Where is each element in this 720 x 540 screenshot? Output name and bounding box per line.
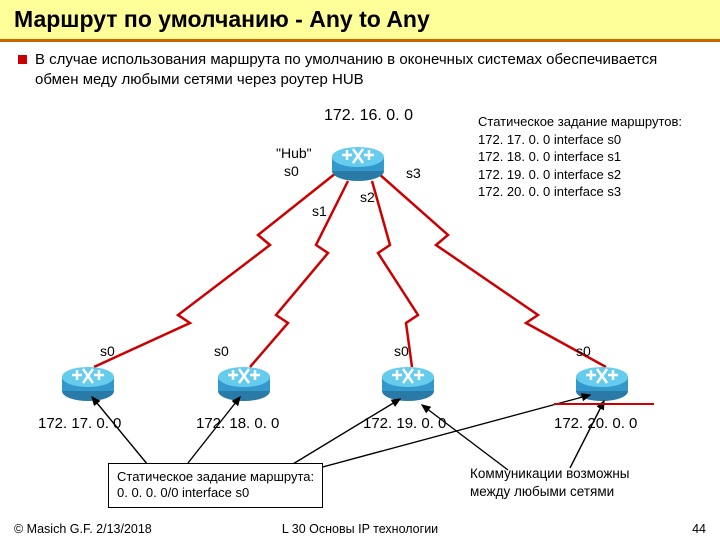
footer: © Masich G.F. 2/13/2018 L 30 Основы IP т… bbox=[0, 522, 720, 536]
spoke3-underline bbox=[554, 403, 654, 405]
spoke2-if: s0 bbox=[394, 343, 409, 359]
static-route-box: Статическое задание маршрута: 0. 0. 0. 0… bbox=[108, 463, 323, 508]
content: В случае использования маршрута по умолч… bbox=[0, 42, 720, 495]
static-line-1: 0. 0. 0. 0/0 interface s0 bbox=[117, 485, 314, 501]
bullet-icon bbox=[18, 55, 27, 64]
comm-box: Коммуникации возможны между любыми сетям… bbox=[470, 465, 630, 500]
if-s3: s3 bbox=[406, 165, 421, 181]
network-diagram: 172. 16. 0. 0 "Hub" s0 s1 s2 s3 s0 s0 s0… bbox=[18, 95, 702, 495]
route-0: 172. 17. 0. 0 interface s0 bbox=[478, 131, 698, 149]
hub-if-s0: s0 bbox=[284, 163, 299, 179]
title-bar: Маршрут по умолчанию - Any to Any bbox=[0, 0, 720, 42]
spoke1-if: s0 bbox=[214, 343, 229, 359]
if-s2: s2 bbox=[360, 189, 375, 205]
spoke3-if: s0 bbox=[576, 343, 591, 359]
spoke2-ip: 172. 19. 0. 0 bbox=[363, 415, 446, 432]
bullet-row: В случае использования маршрута по умолч… bbox=[18, 50, 702, 89]
description: В случае использования маршрута по умолч… bbox=[35, 50, 702, 89]
comm-line-1: между любыми сетями bbox=[470, 483, 630, 501]
spoke1-ip: 172. 18. 0. 0 bbox=[196, 415, 279, 432]
spoke0-ip: 172. 17. 0. 0 bbox=[38, 415, 121, 432]
comm-line-0: Коммуникации возможны bbox=[470, 465, 630, 483]
footer-center: L 30 Основы IP технологии bbox=[282, 522, 438, 536]
hub-ip: 172. 16. 0. 0 bbox=[324, 107, 413, 125]
hub-label: "Hub" bbox=[276, 145, 312, 161]
routes-box: Статическое задание маршрутов: 172. 17. … bbox=[478, 113, 698, 201]
page-title: Маршрут по умолчанию - Any to Any bbox=[14, 6, 706, 33]
if-s1: s1 bbox=[312, 203, 327, 219]
page-number: 44 bbox=[692, 522, 706, 536]
route-1: 172. 18. 0. 0 interface s1 bbox=[478, 148, 698, 166]
spoke3-ip: 172. 20. 0. 0 bbox=[554, 415, 637, 432]
route-3: 172. 20. 0. 0 interface s3 bbox=[478, 183, 698, 201]
routes-title: Статическое задание маршрутов: bbox=[478, 113, 698, 131]
copyright: © Masich G.F. 2/13/2018 bbox=[14, 522, 152, 536]
route-2: 172. 19. 0. 0 interface s2 bbox=[478, 166, 698, 184]
static-line-0: Статическое задание маршрута: bbox=[117, 469, 314, 485]
spoke0-if: s0 bbox=[100, 343, 115, 359]
